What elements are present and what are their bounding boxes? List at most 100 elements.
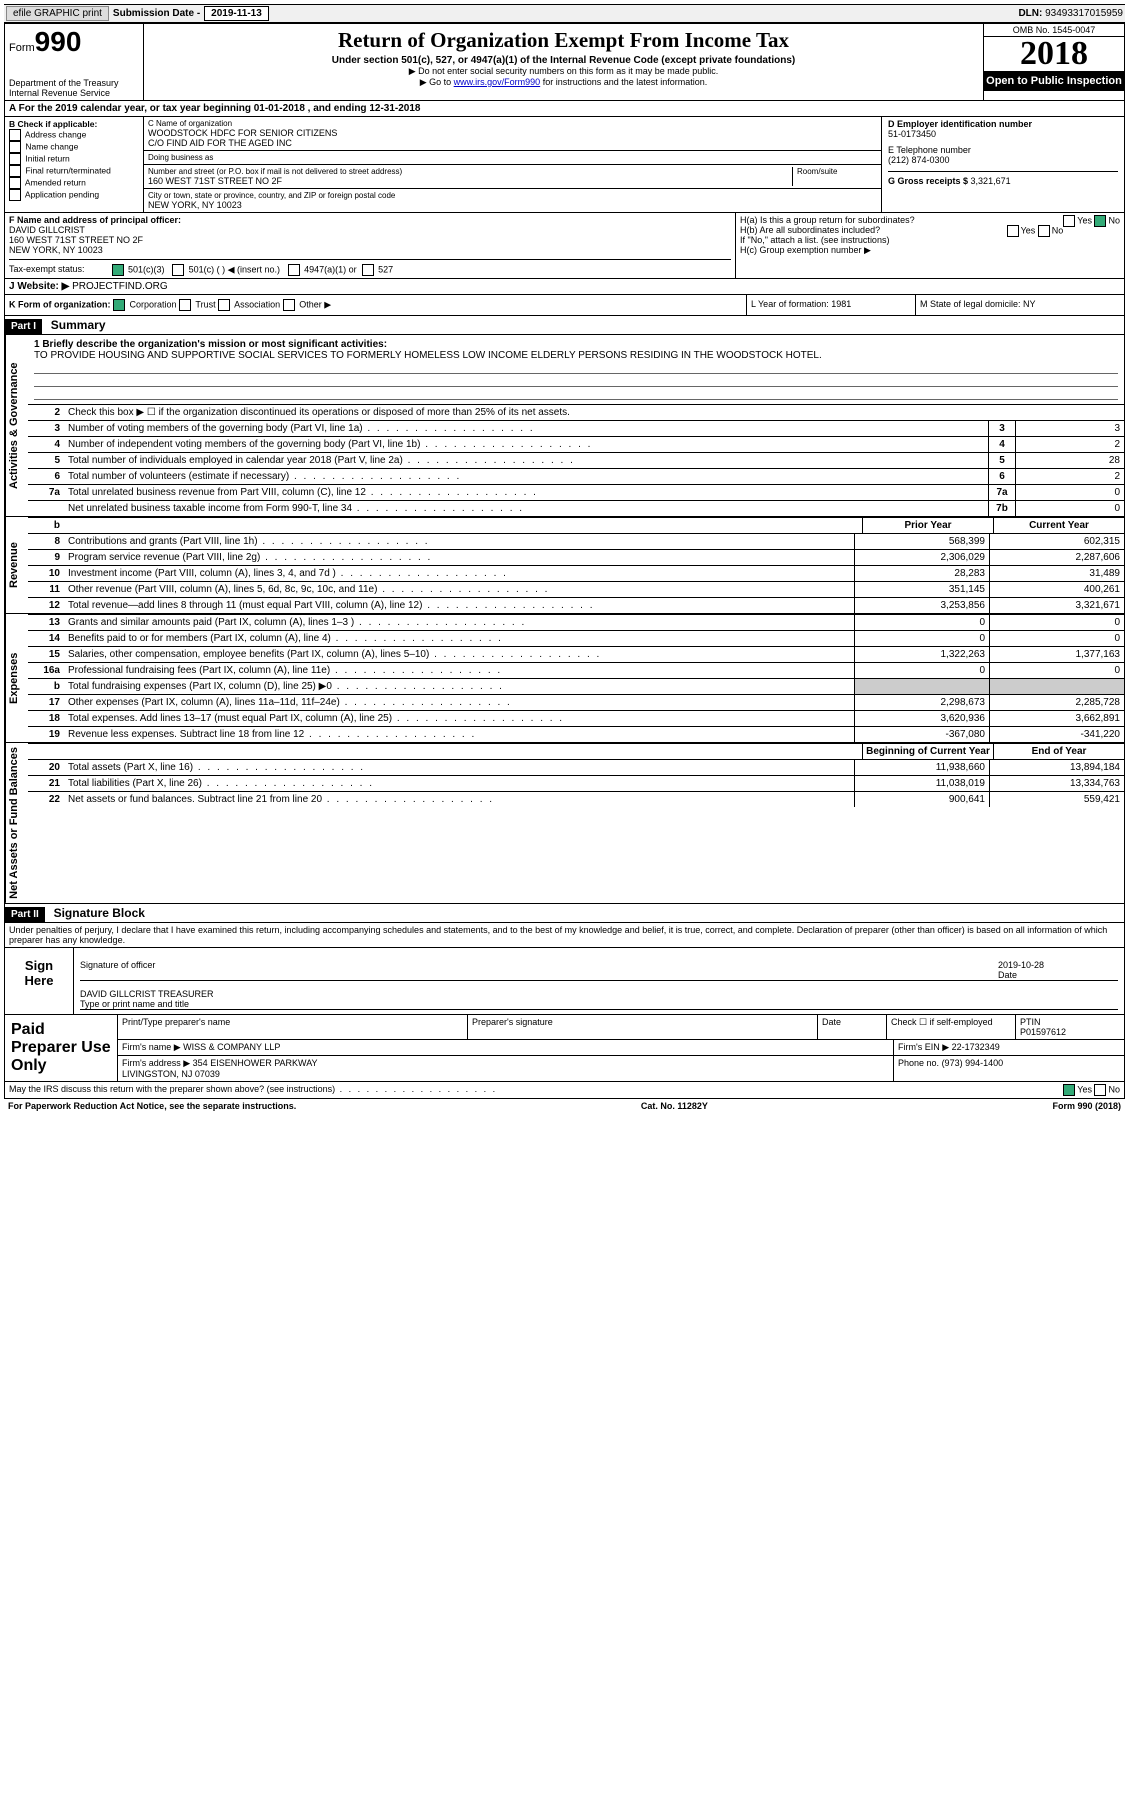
form-footer: Form 990 (2018) xyxy=(1052,1101,1121,1111)
check-501c3[interactable] xyxy=(112,264,124,276)
goto-note: ▶ Go to www.irs.gov/Form990 for instruct… xyxy=(150,77,977,88)
ha-yes[interactable] xyxy=(1063,215,1075,227)
city-state-zip: NEW YORK, NY 10023 xyxy=(148,200,877,210)
gross-receipts: 3,321,671 xyxy=(971,176,1011,186)
ein: 51-0173450 xyxy=(888,129,936,139)
activities-section: Activities & Governance 1 Briefly descri… xyxy=(4,335,1125,517)
tax-year: 2018 xyxy=(984,37,1124,71)
form-header: Form990 Department of the Treasury Inter… xyxy=(4,23,1125,101)
officer-addr1: 160 WEST 71ST STREET NO 2F xyxy=(9,235,143,245)
officer-addr2: NEW YORK, NY 10023 xyxy=(9,245,103,255)
box-b-item: Amended return xyxy=(9,177,139,189)
year-formation: L Year of formation: 1981 xyxy=(747,295,916,315)
efile-btn[interactable]: efile GRAPHIC print xyxy=(6,6,109,21)
ha-lbl: H(a) Is this a group return for subordin… xyxy=(740,215,915,225)
sign-here-row: Sign Here Signature of officer 2019-10-2… xyxy=(4,948,1125,1015)
summary-line: 11Other revenue (Part VIII, column (A), … xyxy=(28,581,1124,597)
discuss-yes[interactable] xyxy=(1063,1084,1075,1096)
name-lbl: C Name of organization xyxy=(148,119,877,128)
summary-line: 9Program service revenue (Part VIII, lin… xyxy=(28,549,1124,565)
summary-line: 12Total revenue—add lines 8 through 11 (… xyxy=(28,597,1124,613)
k-trust[interactable] xyxy=(179,299,191,311)
sig-date: 2019-10-28 xyxy=(998,960,1044,970)
k-assoc[interactable] xyxy=(218,299,230,311)
ein-lbl: D Employer identification number xyxy=(888,119,1032,129)
summary-line: 16aProfessional fundraising fees (Part I… xyxy=(28,662,1124,678)
check-501c[interactable] xyxy=(172,264,184,276)
k-corp[interactable] xyxy=(113,299,125,311)
website: PROJECTFIND.ORG xyxy=(72,281,168,292)
summary-line: 6Total number of volunteers (estimate if… xyxy=(28,468,1124,484)
irs-link[interactable]: www.irs.gov/Form990 xyxy=(454,77,541,87)
dln-label: DLN: 93493317015959 xyxy=(1018,8,1123,19)
taxstatus-lbl: Tax-exempt status: xyxy=(9,264,109,274)
summary-line: 17Other expenses (Part IX, column (A), l… xyxy=(28,694,1124,710)
side-expenses: Expenses xyxy=(5,614,28,742)
summary-line: Net unrelated business taxable income fr… xyxy=(28,500,1124,516)
open-to-public: Open to Public Inspection xyxy=(984,71,1124,91)
check-527[interactable] xyxy=(362,264,374,276)
prep-sig-lbl: Preparer's signature xyxy=(468,1015,818,1039)
summary-line: 15Salaries, other compensation, employee… xyxy=(28,646,1124,662)
summary-line: 7aTotal unrelated business revenue from … xyxy=(28,484,1124,500)
discuss-no[interactable] xyxy=(1094,1084,1106,1096)
line2: Check this box ▶ ☐ if the organization d… xyxy=(64,405,1124,420)
summary-line: 5Total number of individuals employed in… xyxy=(28,452,1124,468)
prep-name-lbl: Print/Type preparer's name xyxy=(118,1015,468,1039)
phone: (212) 874-0300 xyxy=(888,155,950,165)
form-title: Return of Organization Exempt From Incom… xyxy=(150,28,977,53)
phone-lbl: E Telephone number xyxy=(888,145,971,155)
dba-lbl: Doing business as xyxy=(148,153,877,162)
firm-phone: (973) 994-1400 xyxy=(942,1058,1004,1068)
perjury-decl: Under penalties of perjury, I declare th… xyxy=(4,923,1125,948)
paid-preparer-row: Paid Preparer Use Only Print/Type prepar… xyxy=(4,1015,1125,1082)
side-revenue: Revenue xyxy=(5,517,28,613)
summary-line: 8Contributions and grants (Part VIII, li… xyxy=(28,533,1124,549)
row-k: K Form of organization: Corporation Trus… xyxy=(4,295,1125,316)
part1-title: Summary xyxy=(45,316,112,334)
top-bar: efile GRAPHIC print Submission Date - 20… xyxy=(4,4,1125,23)
self-emp-lbl: Check ☐ if self-employed xyxy=(887,1015,1016,1039)
summary-line: 4Number of independent voting members of… xyxy=(28,436,1124,452)
box-b-item: Name change xyxy=(9,141,139,153)
check-4947[interactable] xyxy=(288,264,300,276)
box-b-item: Address change xyxy=(9,129,139,141)
gross-lbl: G Gross receipts $ xyxy=(888,176,971,186)
hc-lbl: H(c) Group exemption number ▶ xyxy=(740,245,1120,256)
submission-label: Submission Date - xyxy=(113,8,200,19)
discuss-row: May the IRS discuss this return with the… xyxy=(4,1082,1125,1099)
page-footer: For Paperwork Reduction Act Notice, see … xyxy=(4,1099,1125,1113)
side-activities: Activities & Governance xyxy=(5,335,28,516)
sig-officer-lbl: Signature of officer xyxy=(80,960,998,980)
k-other[interactable] xyxy=(283,299,295,311)
ssn-note: ▶ Do not enter social security numbers o… xyxy=(150,66,977,77)
eoy-header: End of Year xyxy=(993,744,1124,759)
hb-yes[interactable] xyxy=(1007,225,1019,237)
current-year-header: Current Year xyxy=(993,518,1124,533)
box-b-item: Initial return xyxy=(9,153,139,165)
summary-line: 18Total expenses. Add lines 13–17 (must … xyxy=(28,710,1124,726)
discuss-text: May the IRS discuss this return with the… xyxy=(9,1084,497,1096)
part1-header: Part I xyxy=(5,319,42,334)
summary-line: 10Investment income (Part VIII, column (… xyxy=(28,565,1124,581)
box-b-item: Application pending xyxy=(9,189,139,201)
box-b-item: Final return/terminated xyxy=(9,165,139,177)
cat-no: Cat. No. 11282Y xyxy=(641,1101,708,1111)
prior-year-header: Prior Year xyxy=(862,518,993,533)
mission-text: TO PROVIDE HOUSING AND SUPPORTIVE SOCIAL… xyxy=(34,350,1118,361)
hb-no[interactable] xyxy=(1038,225,1050,237)
summary-line: 14Benefits paid to or for members (Part … xyxy=(28,630,1124,646)
pra-notice: For Paperwork Reduction Act Notice, see … xyxy=(8,1101,296,1111)
net-assets-section: Net Assets or Fund Balances Beginning of… xyxy=(4,743,1125,904)
state-domicile: M State of legal domicile: NY xyxy=(916,295,1124,315)
summary-line: 19Revenue less expenses. Subtract line 1… xyxy=(28,726,1124,742)
ha-no[interactable] xyxy=(1094,215,1106,227)
box-b-title: B Check if applicable: xyxy=(9,119,97,129)
entity-info: B Check if applicable: Address change Na… xyxy=(4,117,1125,213)
website-row: J Website: ▶ PROJECTFIND.ORG xyxy=(4,279,1125,295)
hb-lbl: H(b) Are all subordinates included? xyxy=(740,225,880,235)
street-address: 160 WEST 71ST STREET NO 2F xyxy=(148,176,792,186)
officer-group-row: F Name and address of principal officer:… xyxy=(4,213,1125,279)
firm-ein: 22-1732349 xyxy=(952,1042,1000,1052)
revenue-section: Revenue b Prior Year Current Year 8Contr… xyxy=(4,517,1125,614)
